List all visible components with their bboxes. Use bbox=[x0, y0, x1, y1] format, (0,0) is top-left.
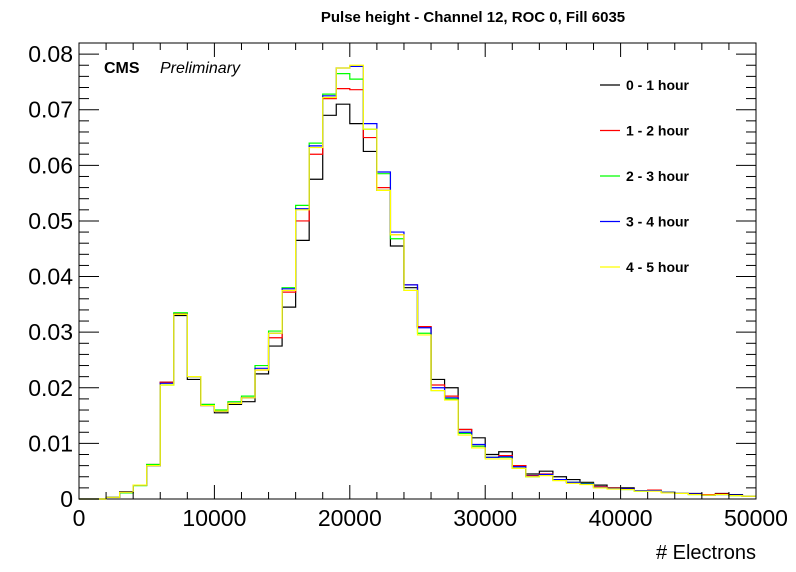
legend-label: 1 - 2 hour bbox=[626, 123, 690, 139]
x-tick-label: 30000 bbox=[453, 505, 517, 531]
legend: 0 - 1 hour 1 - 2 hour 2 - 3 hour 3 - 4 hour… bbox=[600, 77, 690, 275]
y-tick-label: 0.07 bbox=[28, 97, 73, 123]
legend-label: 3 - 4 hour bbox=[626, 214, 690, 230]
legend-label: 0 - 1 hour bbox=[626, 77, 690, 93]
preliminary-label: Preliminary bbox=[160, 60, 241, 77]
x-tick-label: 50000 bbox=[724, 505, 788, 531]
x-axis-label: # Electrons bbox=[656, 542, 756, 564]
series-line-4 bbox=[79, 64, 756, 500]
y-tick-label: 0.02 bbox=[28, 375, 73, 401]
y-tick-label: 0.04 bbox=[28, 264, 73, 290]
series-line-0 bbox=[79, 103, 756, 500]
y-tick-label: 0.01 bbox=[28, 430, 73, 456]
x-tick-label: 0 bbox=[73, 505, 86, 531]
y-tick-label: 0.03 bbox=[28, 319, 73, 345]
ticks-layer: 0 10000 20000 30000 40000 50000 0 0.01 0.02 0.03 0… bbox=[28, 41, 788, 531]
y-tick-label: 0 bbox=[60, 486, 73, 512]
legend-label: 4 - 5 hour bbox=[626, 259, 690, 275]
x-tick-label: 20000 bbox=[318, 505, 382, 531]
y-tick-label: 0.06 bbox=[28, 152, 73, 178]
cms-label: CMS bbox=[104, 60, 140, 77]
series-layer bbox=[79, 64, 756, 500]
legend-label: 2 - 3 hour bbox=[626, 168, 690, 184]
y-tick-label: 0.08 bbox=[28, 41, 73, 67]
y-tick-label: 0.05 bbox=[28, 208, 73, 234]
chart-title: Pulse height - Channel 12, ROC 0, Fill 6… bbox=[321, 9, 625, 26]
x-tick-label: 10000 bbox=[182, 505, 246, 531]
plot-frame bbox=[78, 42, 757, 500]
x-tick-label: 40000 bbox=[589, 505, 653, 531]
